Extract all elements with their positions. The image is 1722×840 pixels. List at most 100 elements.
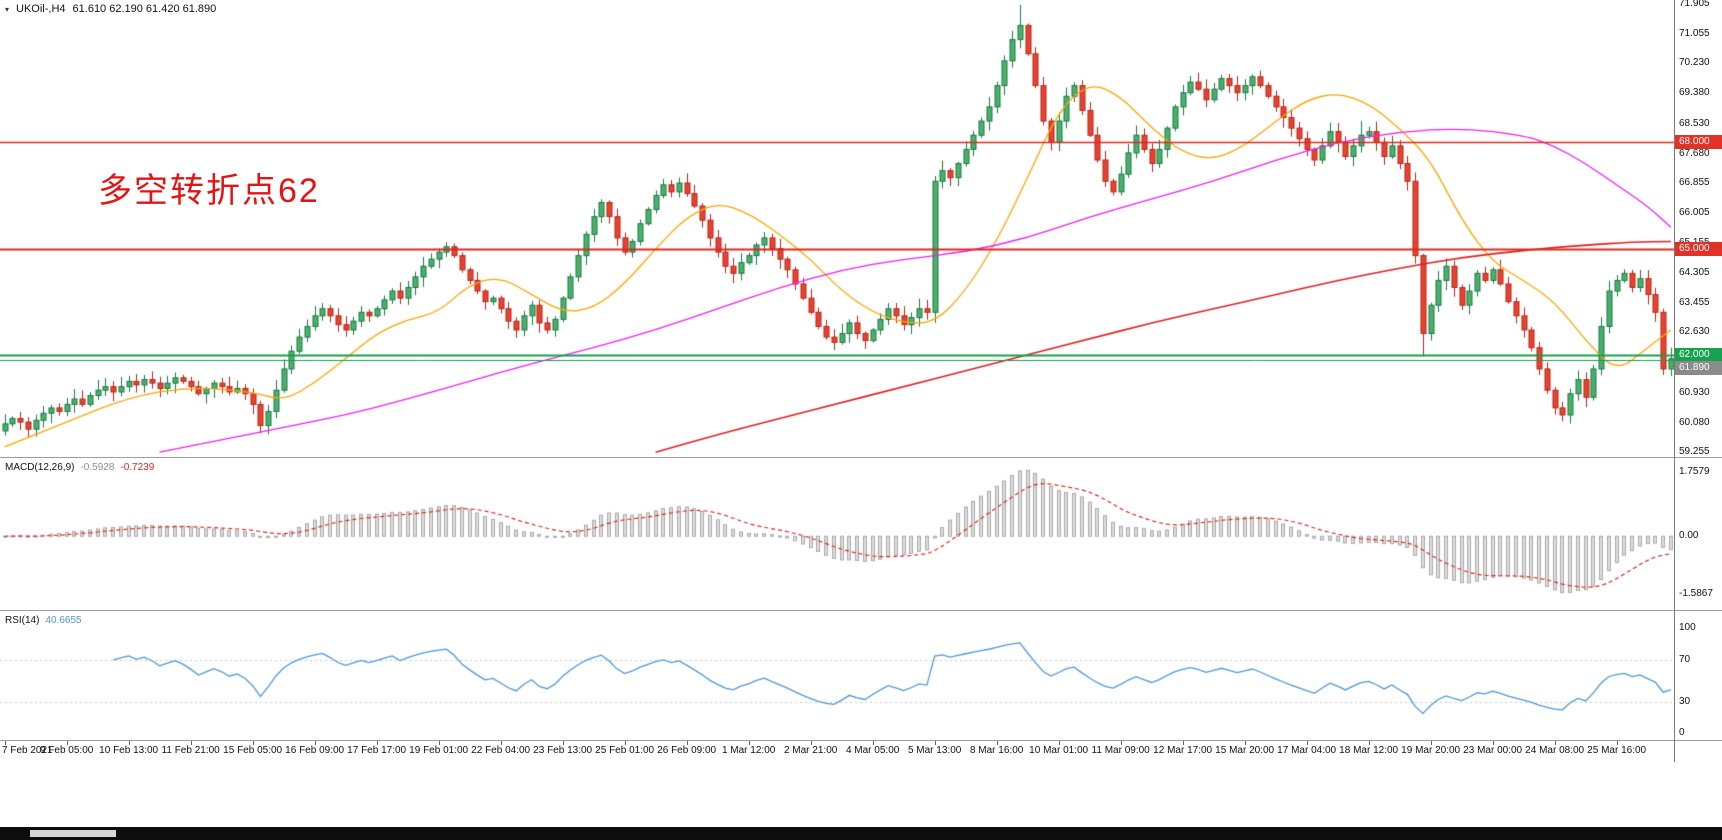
price-axis-label: 59.255: [1679, 446, 1710, 457]
rsi-axis-label: 30: [1679, 695, 1691, 707]
price-axis-label: 69.380: [1679, 87, 1710, 99]
pane-separator-macd[interactable]: [0, 457, 1722, 458]
time-axis-tick: [1368, 741, 1370, 745]
time-axis-label: 11 Feb 21:00: [161, 745, 220, 756]
macd-axis-label: 1.7579: [1679, 466, 1710, 478]
time-axis-tick: [996, 741, 998, 745]
price-axis-label: 68.530: [1679, 117, 1710, 129]
macd-main-value: -0.5928: [80, 462, 115, 473]
time-axis-label: 26 Feb 09:00: [657, 745, 717, 756]
macd-indicator-canvas[interactable]: [0, 459, 1674, 609]
time-axis-label: 12 Mar 17:00: [1153, 745, 1213, 756]
time-axis-tick: [624, 741, 626, 745]
time-axis-tick: [376, 741, 378, 745]
price-badge: 62.000: [1675, 347, 1722, 362]
price-badge: 68.000: [1675, 135, 1722, 150]
time-axis-tick: [1616, 741, 1618, 745]
time-axis-tick: [1244, 741, 1246, 745]
rsi-header: RSI(14) 40.6655: [5, 615, 82, 626]
time-axis-label: 23 Feb 13:00: [533, 745, 593, 756]
macd-label: MACD(12,26,9): [5, 462, 75, 473]
time-axis-tick: [1554, 741, 1556, 745]
time-axis-tick: [4, 741, 6, 745]
time-axis-tick: [810, 741, 812, 745]
taskbar-strip: [0, 827, 1722, 840]
price-axis-label: 71.055: [1679, 28, 1710, 40]
price-axis-line: [1674, 0, 1675, 762]
rsi-value: 40.6655: [45, 615, 82, 626]
rsi-axis-label: 70: [1679, 653, 1691, 665]
price-axis-label: 60.930: [1679, 386, 1710, 398]
price-axis-label: 60.080: [1679, 416, 1710, 428]
time-axis-label: 9 Feb 05:00: [39, 745, 94, 756]
time-axis-label: 24 Mar 08:00: [1525, 745, 1585, 756]
time-axis-label: 18 Mar 12:00: [1339, 745, 1399, 756]
time-axis-separator: [0, 740, 1722, 741]
price-chart-canvas[interactable]: [0, 0, 1674, 457]
time-axis-tick: [872, 741, 874, 745]
macd-header: MACD(12,26,9) -0.5928 -0.7239: [5, 462, 154, 473]
time-axis-tick: [562, 741, 564, 745]
time-axis-label: 10 Mar 01:00: [1029, 745, 1089, 756]
chart-annotation-text: 多空转折点62: [98, 172, 320, 210]
time-axis-label: 17 Mar 04:00: [1277, 745, 1337, 756]
time-axis-label: 5 Mar 13:00: [907, 745, 962, 756]
pane-separator-rsi[interactable]: [0, 610, 1722, 611]
symbol-dropdown-icon: ▾: [5, 4, 10, 14]
price-axis-label: 67.680: [1679, 147, 1710, 159]
taskbar-button[interactable]: [30, 830, 116, 837]
price-axis-label: 70.230: [1679, 57, 1710, 69]
ohlc-values: 61.610 62.190 61.420 61.890: [72, 3, 217, 15]
time-axis-label: 1 Mar 12:00: [721, 745, 776, 756]
time-axis-label: 10 Feb 13:00: [99, 745, 159, 756]
time-axis-tick: [1492, 741, 1494, 745]
chart-title: ▾ UKOil-,H4 61.610 62.190 61.420 61.890: [5, 3, 216, 15]
time-axis-label: 2 Mar 21:00: [783, 745, 838, 756]
time-axis-label: 19 Feb 01:00: [409, 745, 469, 756]
time-axis-label: 15 Feb 05:00: [223, 745, 283, 756]
time-axis-label: 22 Feb 04:00: [471, 745, 531, 756]
time-axis-label: 8 Mar 16:00: [969, 745, 1024, 756]
price-axis-label: 63.455: [1679, 297, 1710, 309]
time-axis-tick: [438, 741, 440, 745]
macd-signal-value: -0.7239: [120, 462, 155, 473]
time-axis-tick: [686, 741, 688, 745]
time-axis-tick: [748, 741, 750, 745]
time-axis-tick: [314, 741, 316, 745]
time-axis-tick: [1058, 741, 1060, 745]
time-axis-tick: [500, 741, 502, 745]
rsi-axis-label: 100: [1679, 622, 1696, 633]
price-badge: 61.890: [1675, 360, 1722, 375]
symbol-name: UKOil-,H4: [16, 3, 66, 15]
time-axis-tick: [1306, 741, 1308, 745]
macd-axis-label: -1.5867: [1679, 588, 1713, 600]
price-axis-label: 62.630: [1679, 326, 1710, 338]
time-axis-tick: [1120, 741, 1122, 745]
price-axis-label: 64.305: [1679, 267, 1710, 279]
time-axis-tick: [1182, 741, 1184, 745]
time-axis-label: 25 Feb 01:00: [595, 745, 655, 756]
time-axis-label: 25 Mar 16:00: [1587, 745, 1647, 756]
time-axis-tick: [252, 741, 254, 745]
time-axis-label: 23 Mar 00:00: [1463, 745, 1523, 756]
time-axis-tick: [66, 741, 68, 745]
rsi-label: RSI(14): [5, 615, 40, 626]
rsi-indicator-canvas[interactable]: [0, 612, 1674, 739]
time-axis-label: 11 Mar 09:00: [1091, 745, 1150, 756]
time-axis-tick: [934, 741, 936, 745]
time-axis-label: 7 Feb 2021: [2, 745, 53, 756]
macd-axis-label: 0.00: [1679, 530, 1699, 542]
time-axis-label: 4 Mar 05:00: [845, 745, 900, 756]
time-axis-tick: [190, 741, 192, 745]
time-axis-tick: [128, 741, 130, 745]
time-axis-label: 19 Mar 20:00: [1401, 745, 1461, 756]
time-axis-label: 16 Feb 09:00: [285, 745, 345, 756]
time-axis-label: 15 Mar 20:00: [1215, 745, 1275, 756]
price-axis-label: 66.855: [1679, 176, 1710, 188]
time-axis-tick: [1430, 741, 1432, 745]
time-axis-label: 17 Feb 17:00: [347, 745, 407, 756]
price-axis-label: 71.905: [1679, 0, 1710, 9]
rsi-axis-label: 0: [1679, 727, 1685, 738]
price-axis-label: 66.005: [1679, 206, 1710, 218]
